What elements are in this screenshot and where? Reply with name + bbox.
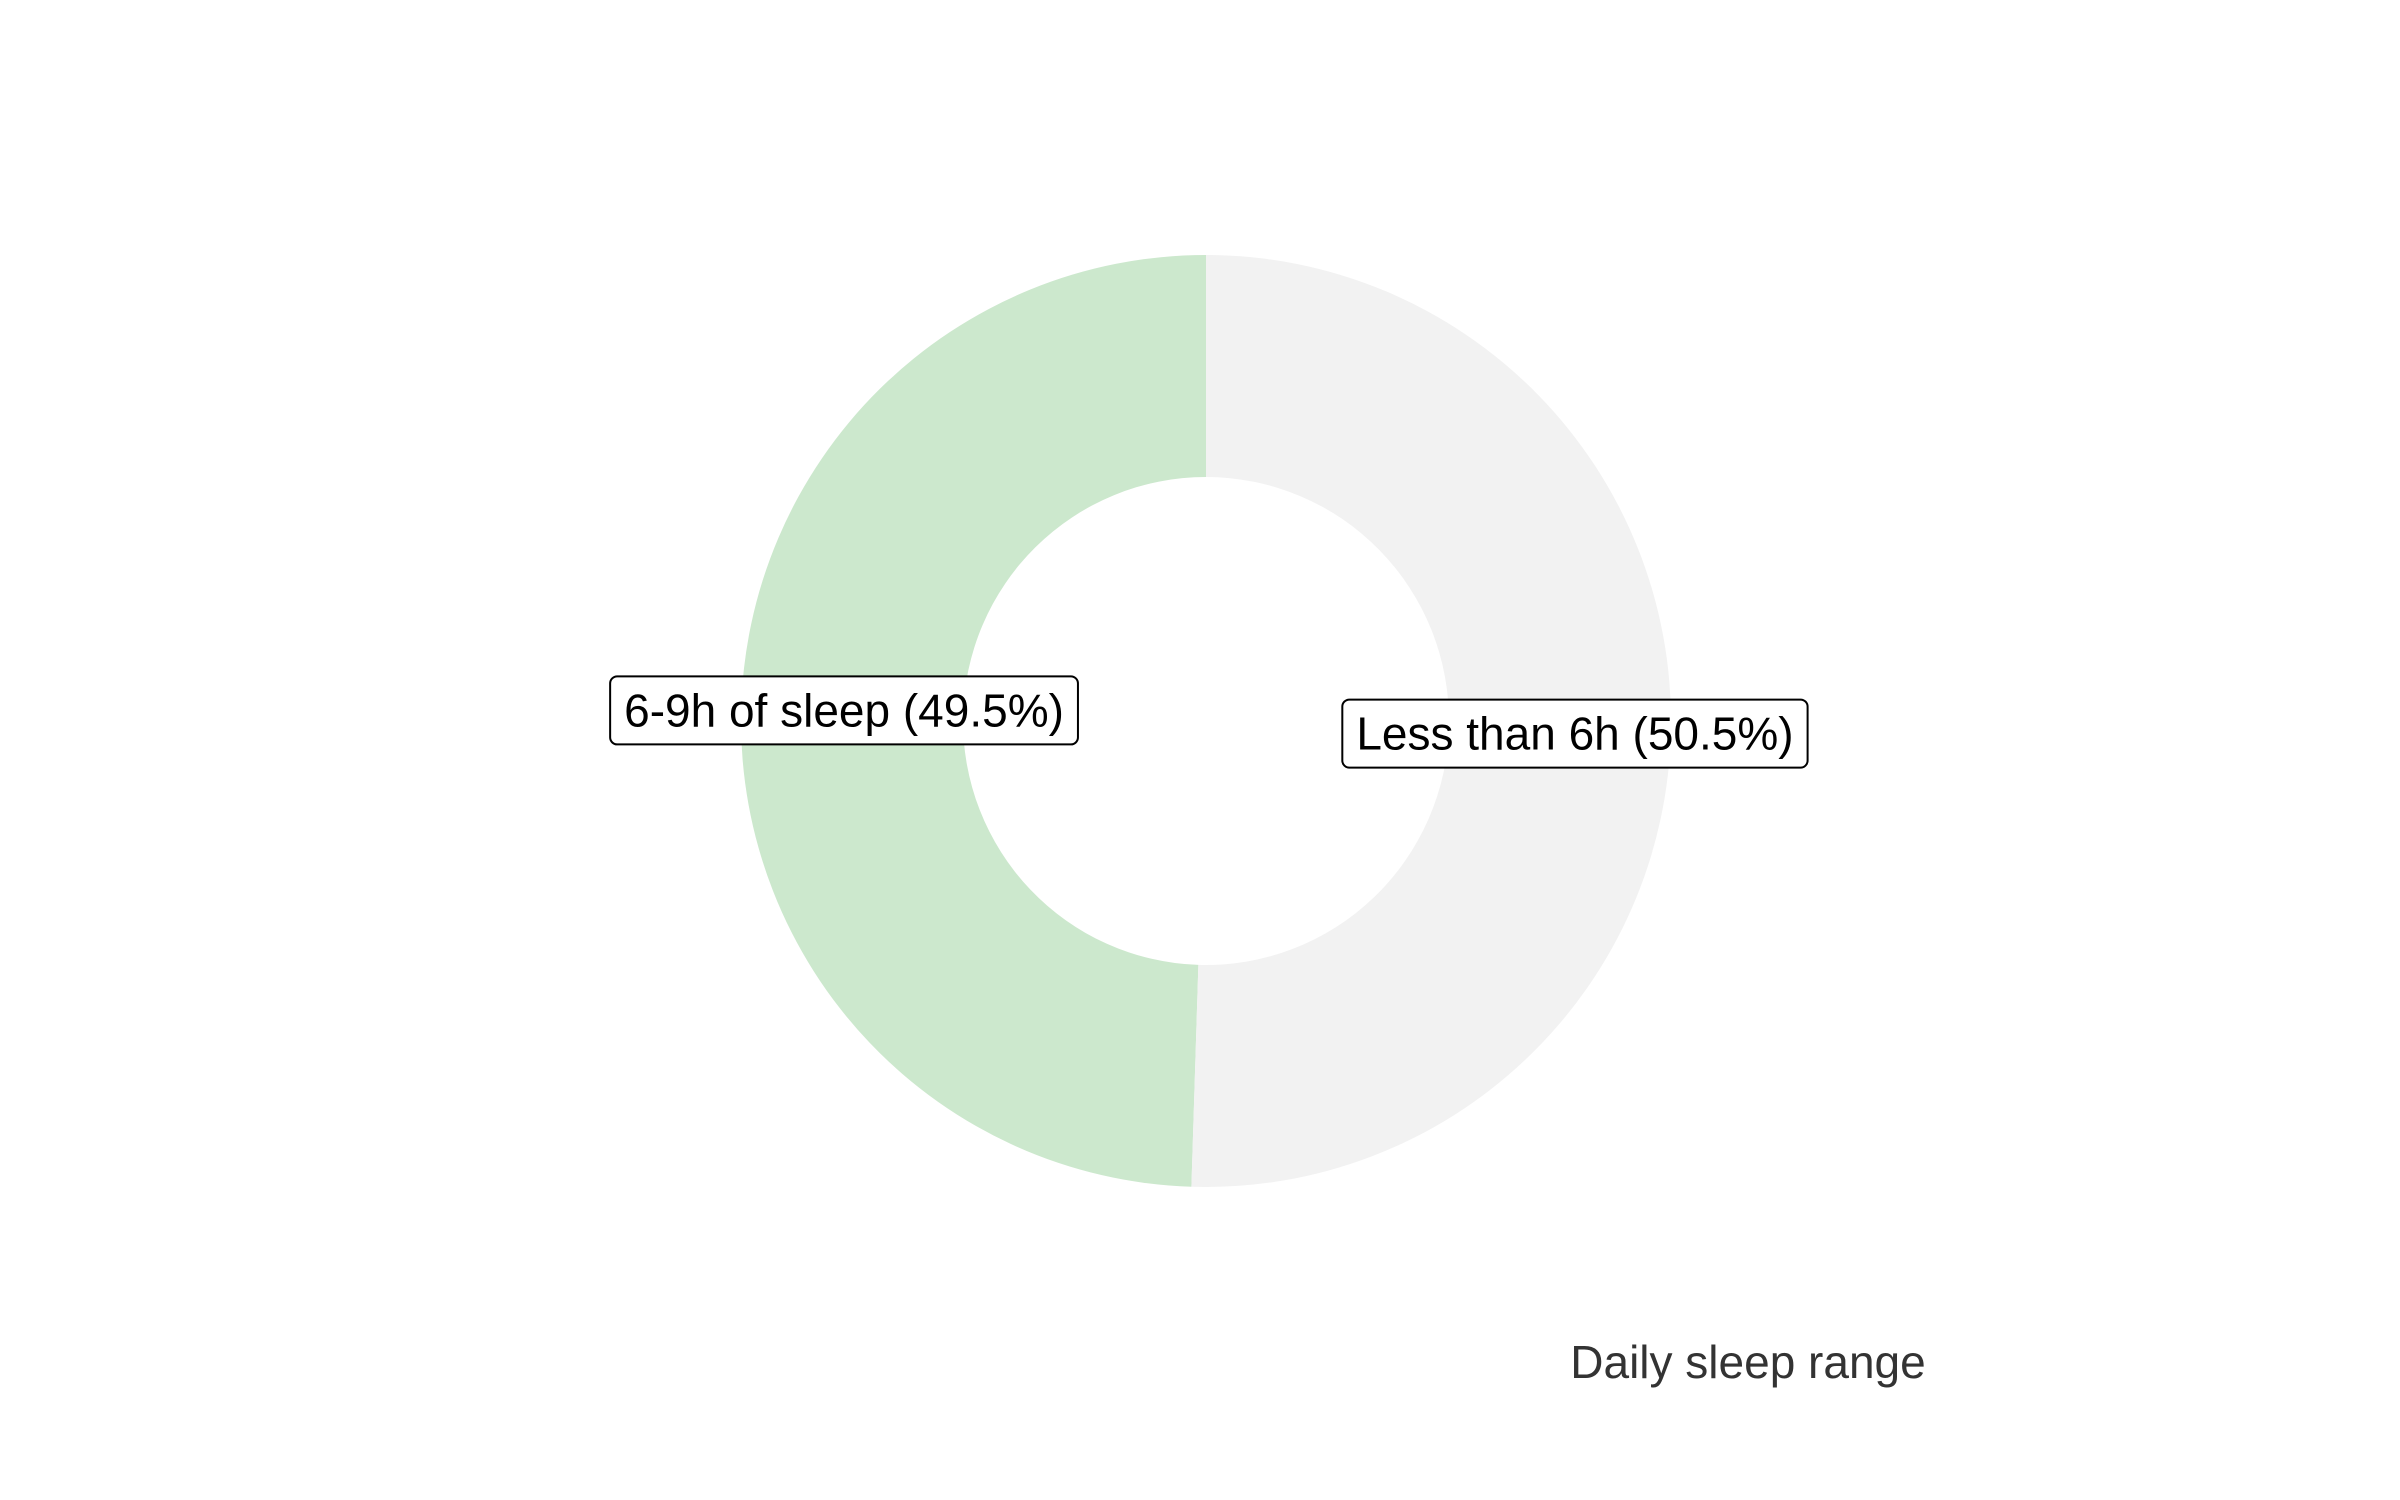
slice-label-box-2 xyxy=(1341,698,1809,769)
slice-label-box-1 xyxy=(609,675,1079,746)
slice-label-2: Less than 6h (50.5%) xyxy=(1341,698,1809,769)
slice-label-text-2: Less than 6h (50.5%) xyxy=(1356,708,1793,760)
slice-label-text-1: 6-9h of sleep (49.5%) xyxy=(624,684,1064,736)
slices-layer xyxy=(741,255,1672,1187)
labels-layer: 6-9h of sleep (49.5%) Less than 6h (50.5%… xyxy=(609,675,1809,769)
slice-label-1: 6-9h of sleep (49.5%) xyxy=(609,675,1079,746)
donut-slice-1 xyxy=(741,255,1206,1187)
chart-caption: Daily sleep range xyxy=(1570,1336,1925,1388)
donut-slice-2 xyxy=(1191,255,1672,1187)
